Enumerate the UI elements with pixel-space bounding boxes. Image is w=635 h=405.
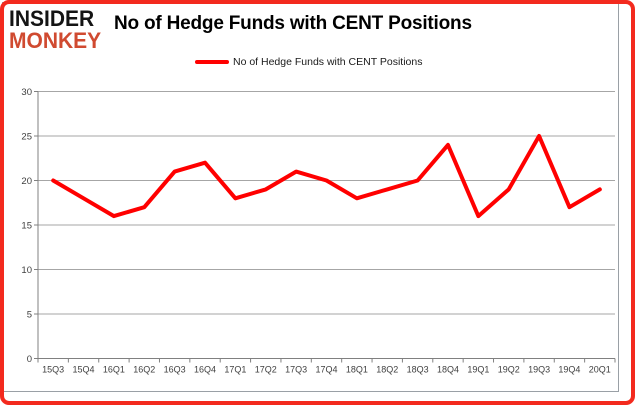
y-tick-label: 5 bbox=[27, 310, 32, 321]
x-tick-label: 19Q1 bbox=[467, 365, 489, 375]
chart-image-border bbox=[2, 2, 619, 392]
x-tick-label: 20Q1 bbox=[589, 365, 611, 375]
x-tick-label: 17Q1 bbox=[224, 365, 246, 375]
y-tick-label: 25 bbox=[21, 132, 32, 143]
y-tick-label: 10 bbox=[21, 265, 32, 276]
x-tick-label: 19Q4 bbox=[558, 365, 580, 375]
insider-monkey-logo: INSIDER MONKEY bbox=[9, 6, 102, 54]
legend-line-swatch bbox=[195, 60, 229, 64]
x-tick-label: 18Q2 bbox=[376, 365, 398, 375]
x-tick-label: 16Q4 bbox=[194, 365, 216, 375]
x-tick-label: 15Q4 bbox=[73, 365, 95, 375]
data-line-series bbox=[51, 134, 602, 219]
x-tick-label: 17Q3 bbox=[285, 365, 307, 375]
x-tick-label: 18Q1 bbox=[346, 365, 368, 375]
x-tick-label: 18Q4 bbox=[437, 365, 459, 375]
logo-insider-text: INSIDER bbox=[9, 6, 95, 32]
legend: No of Hedge Funds with CENT Positions bbox=[195, 56, 422, 68]
x-tick-label: 19Q2 bbox=[498, 365, 520, 375]
x-tick-label: 16Q2 bbox=[133, 365, 155, 375]
y-tick-label: 0 bbox=[27, 354, 32, 365]
legend-label: No of Hedge Funds with CENT Positions bbox=[233, 56, 423, 68]
logo-monkey-text: MONKEY bbox=[9, 28, 102, 54]
x-tick-label: 18Q3 bbox=[407, 365, 429, 375]
x-tick-label: 16Q3 bbox=[164, 365, 186, 375]
x-tick-label: 19Q3 bbox=[528, 365, 550, 375]
y-tick-label: 30 bbox=[21, 87, 32, 98]
y-tick-label: 20 bbox=[21, 176, 32, 187]
x-tick-label: 17Q4 bbox=[315, 365, 337, 375]
y-tick-label: 15 bbox=[21, 221, 32, 232]
chart-title: No of Hedge Funds with CENT Positions bbox=[114, 13, 472, 34]
x-tick-label: 15Q3 bbox=[42, 365, 64, 375]
x-tick-label: 17Q2 bbox=[255, 365, 277, 375]
x-tick-label: 16Q1 bbox=[103, 365, 125, 375]
